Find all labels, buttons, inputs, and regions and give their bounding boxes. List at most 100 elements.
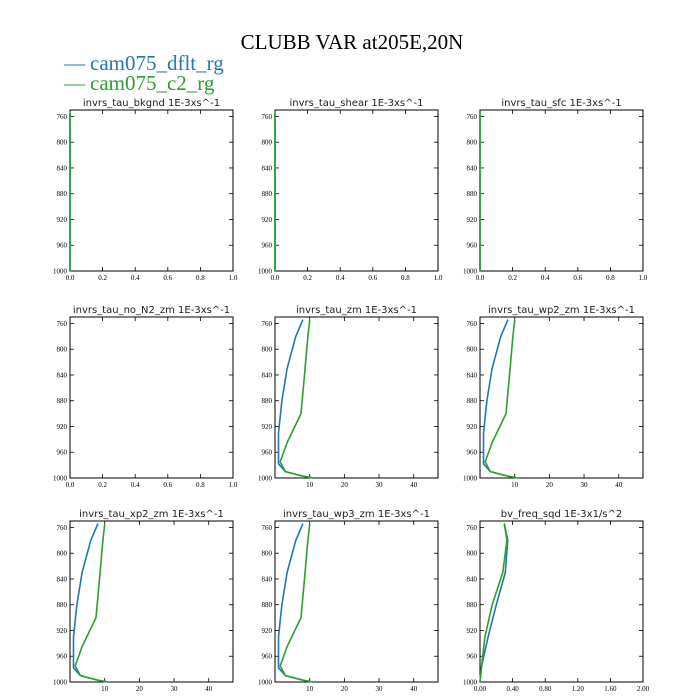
series-line-cam075_c2_rg — [74, 523, 109, 683]
series-line-cam075_c2_rg — [279, 523, 314, 683]
y-tick-label: 760 — [467, 113, 478, 121]
x-tick-label: 0.6 — [368, 274, 377, 282]
x-tick-label: 10 — [306, 685, 314, 693]
panel-title: invrs_tau_zm 1E-3xs^-1 — [296, 305, 417, 316]
y-tick-label: 760 — [467, 524, 478, 532]
panel-title: invrs_tau_shear 1E-3xs^-1 — [290, 98, 424, 109]
y-tick-label: 880 — [262, 190, 273, 198]
y-tick-label: 840 — [467, 371, 478, 379]
x-tick-label: 0.8 — [196, 274, 205, 282]
panel-7: invrs_tau_xp2_zm 1E-3xs^-1 760 800 840 880 92… — [53, 509, 234, 693]
x-tick-label: 0.40 — [506, 685, 519, 693]
y-tick-label: 960 — [57, 449, 68, 457]
y-tick-label: 1000 — [258, 679, 273, 687]
panel-3: invrs_tau_sfc 1E-3xs^-1 760 800 840 880 920 96… — [463, 98, 648, 282]
x-tick-label: 0.80 — [539, 685, 552, 693]
x-tick-label: 0.4 — [131, 274, 140, 282]
legend-label-dflt: cam075_dflt_rg — [90, 51, 224, 75]
panel-9: bv_freq_sqd 1E-3x1/s^2 760 800 840 880 920 960… — [463, 509, 650, 693]
x-tick-label: 0.0 — [476, 274, 485, 282]
x-tick-label: 1.0 — [639, 274, 648, 282]
series-line-cam075_c2_rg — [479, 523, 508, 683]
plot-frame — [274, 520, 439, 683]
y-tick-label: 920 — [467, 216, 478, 224]
y-tick-label: 1000 — [53, 475, 68, 483]
y-tick-label: 960 — [262, 242, 273, 250]
x-tick-label: 40 — [410, 685, 418, 693]
x-tick-label: 0.6 — [163, 481, 172, 489]
x-tick-label: 0.2 — [508, 274, 517, 282]
x-tick-label: 0.8 — [401, 274, 410, 282]
series-line-cam075_c2_rg — [279, 319, 314, 479]
y-tick-label: 1000 — [258, 268, 273, 276]
y-tick-label: 880 — [57, 190, 68, 198]
panel-1: invrs_tau_bkgnd 1E-3xs^-1 760 800 840 880 920… — [53, 98, 238, 282]
panel-title: invrs_tau_sfc 1E-3xs^-1 — [501, 98, 621, 109]
x-tick-label: 40 — [410, 481, 418, 489]
y-tick-label: 760 — [262, 113, 273, 121]
y-tick-label: 880 — [467, 190, 478, 198]
x-tick-label: 10 — [511, 481, 519, 489]
y-tick-label: 1000 — [463, 268, 478, 276]
figure-title: CLUBB VAR at205E,20N — [241, 30, 464, 54]
x-tick-label: 1.0 — [434, 274, 443, 282]
y-tick-label: 1000 — [53, 268, 68, 276]
x-tick-label: 30 — [376, 685, 384, 693]
x-tick-label: 0.4 — [541, 274, 550, 282]
x-tick-label: 0.4 — [131, 481, 140, 489]
y-tick-label: 800 — [262, 346, 273, 354]
y-tick-label: 800 — [467, 550, 478, 558]
y-tick-label: 1000 — [463, 679, 478, 687]
y-tick-label: 840 — [262, 164, 273, 172]
plot-frame — [274, 316, 439, 479]
x-tick-label: 0.4 — [336, 274, 345, 282]
y-tick-label: 800 — [57, 346, 68, 354]
panel-title: invrs_tau_wp3_zm 1E-3xs^-1 — [283, 509, 430, 520]
y-tick-label: 920 — [262, 216, 273, 224]
panel-6: invrs_tau_wp2_zm 1E-3xs^-1 760 800 840 880 92… — [463, 305, 644, 489]
x-tick-label: 30 — [171, 685, 179, 693]
plot-frame — [69, 109, 234, 272]
y-tick-label: 920 — [57, 423, 68, 431]
y-tick-label: 920 — [57, 627, 68, 635]
y-tick-label: 920 — [467, 423, 478, 431]
y-tick-label: 960 — [262, 449, 273, 457]
plot-frame — [69, 520, 234, 683]
legend-marker-dflt: — — [63, 51, 86, 75]
x-tick-label: 20 — [341, 685, 349, 693]
plot-frame — [479, 316, 644, 479]
y-tick-label: 840 — [262, 575, 273, 583]
x-tick-label: 1.0 — [229, 481, 238, 489]
x-tick-label: 0.8 — [606, 274, 615, 282]
y-tick-label: 760 — [467, 320, 478, 328]
x-tick-label: 0.2 — [98, 274, 107, 282]
legend-label-c2: cam075_c2_rg — [90, 71, 215, 95]
panel-8: invrs_tau_wp3_zm 1E-3xs^-1 760 800 840 880 92… — [258, 509, 439, 693]
y-tick-label: 920 — [467, 627, 478, 635]
x-tick-label: 0.0 — [66, 481, 75, 489]
y-tick-label: 880 — [57, 397, 68, 405]
y-tick-label: 1000 — [258, 475, 273, 483]
x-tick-label: 30 — [581, 481, 589, 489]
y-tick-label: 840 — [57, 164, 68, 172]
y-tick-label: 840 — [467, 164, 478, 172]
y-tick-label: 960 — [467, 449, 478, 457]
panel-2: invrs_tau_shear 1E-3xs^-1 760 800 840 880 920… — [258, 98, 443, 282]
plot-frame — [479, 109, 644, 272]
y-tick-label: 920 — [57, 216, 68, 224]
x-tick-label: 0.6 — [163, 274, 172, 282]
x-tick-label: 1.20 — [572, 685, 585, 693]
panel-title: bv_freq_sqd 1E-3x1/s^2 — [501, 509, 623, 520]
y-tick-label: 960 — [57, 653, 68, 661]
legend: — cam075_dflt_rg — cam075_c2_rg — [63, 51, 224, 95]
panel-5: invrs_tau_zm 1E-3xs^-1 760 800 840 880 920 960… — [258, 305, 439, 489]
y-tick-label: 760 — [262, 320, 273, 328]
y-tick-label: 960 — [57, 242, 68, 250]
panel-grid: invrs_tau_bkgnd 1E-3xs^-1 760 800 840 880 920… — [53, 98, 650, 693]
y-tick-label: 840 — [262, 371, 273, 379]
y-tick-label: 960 — [467, 653, 478, 661]
y-tick-label: 800 — [57, 550, 68, 558]
y-tick-label: 760 — [57, 524, 68, 532]
x-tick-label: 20 — [341, 481, 349, 489]
panel-title: invrs_tau_xp2_zm 1E-3xs^-1 — [79, 509, 224, 520]
